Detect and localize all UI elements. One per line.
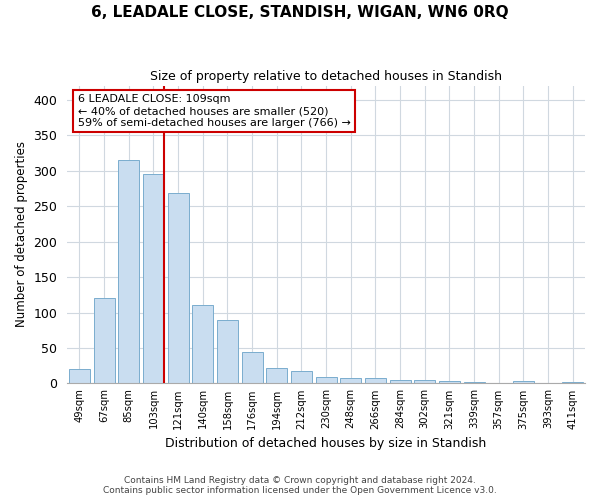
Bar [118, 160, 139, 384]
Bar [340, 378, 361, 384]
Y-axis label: Number of detached properties: Number of detached properties [15, 142, 28, 328]
Bar [94, 298, 115, 384]
X-axis label: Distribution of detached houses by size in Standish: Distribution of detached houses by size … [166, 437, 487, 450]
Bar [266, 368, 287, 384]
Bar [488, 382, 509, 384]
Bar [562, 382, 583, 384]
Bar [143, 174, 164, 384]
Bar [167, 194, 188, 384]
Bar [69, 369, 90, 384]
Bar [217, 320, 238, 384]
Bar [538, 382, 559, 384]
Bar [439, 382, 460, 384]
Text: Contains HM Land Registry data © Crown copyright and database right 2024.
Contai: Contains HM Land Registry data © Crown c… [103, 476, 497, 495]
Text: 6 LEADALE CLOSE: 109sqm
← 40% of detached houses are smaller (520)
59% of semi-d: 6 LEADALE CLOSE: 109sqm ← 40% of detache… [77, 94, 350, 128]
Bar [316, 377, 337, 384]
Bar [513, 380, 534, 384]
Title: Size of property relative to detached houses in Standish: Size of property relative to detached ho… [150, 70, 502, 83]
Text: 6, LEADALE CLOSE, STANDISH, WIGAN, WN6 0RQ: 6, LEADALE CLOSE, STANDISH, WIGAN, WN6 0… [91, 5, 509, 20]
Bar [192, 306, 213, 384]
Bar [365, 378, 386, 384]
Bar [414, 380, 435, 384]
Bar [242, 352, 263, 384]
Bar [464, 382, 485, 384]
Bar [291, 370, 312, 384]
Bar [389, 380, 410, 384]
